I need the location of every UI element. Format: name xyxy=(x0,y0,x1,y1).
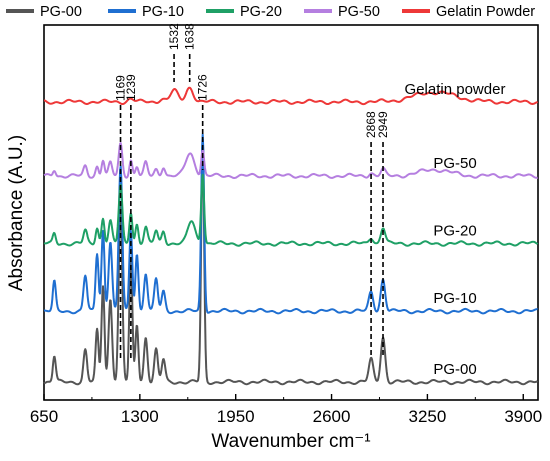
legend-label-pg-20: PG-20 xyxy=(240,4,282,20)
legend-label-gelatin-powder: Gelatin Powder xyxy=(436,4,535,20)
series-line-pg-10 xyxy=(43,133,539,315)
series-labels: PG-00 PG-10 PG-20 PG-50 Gelatin powder xyxy=(405,81,506,378)
annotation-label-1169: 1169 xyxy=(114,75,128,101)
x-tick-label-650: 650 xyxy=(30,407,58,426)
x-axis-label: Wavenumber cm⁻¹ xyxy=(211,431,370,452)
annotation-label-1532: 1532 xyxy=(167,23,181,50)
annotation-label-2868: 2868 xyxy=(364,111,378,138)
legend-label-pg-50: PG-50 xyxy=(338,4,380,20)
series-line-pg-00 xyxy=(43,138,539,386)
legend: PG-00 PG-10 PG-20 PG-50 Gelatin Powder xyxy=(6,4,535,20)
series-line-pg-20 xyxy=(43,173,539,247)
legend-label-pg-00: PG-00 xyxy=(40,4,82,20)
x-tick-label-3900: 3900 xyxy=(504,407,542,426)
plot-frame xyxy=(43,24,539,401)
legend-label-pg-10: PG-10 xyxy=(142,4,184,20)
series-label-pg-10: PG-10 xyxy=(433,290,476,307)
series-label-pg-20: PG-20 xyxy=(433,223,476,240)
series-label-pg-00: PG-00 xyxy=(433,361,476,378)
series-layer xyxy=(43,86,539,386)
series-label-pg-50: PG-50 xyxy=(433,155,476,172)
annotation-label-1638: 1638 xyxy=(183,23,197,50)
x-tick-label-3250: 3250 xyxy=(408,407,446,426)
x-axis: 650 1300 1950 2600 3250 3900 xyxy=(30,394,542,426)
annotation-label-1239: 1239 xyxy=(124,74,138,101)
annotation-label-2949: 2949 xyxy=(376,111,390,138)
series-label-gelatin-powder: Gelatin powder xyxy=(405,81,506,98)
series-line-pg-50 xyxy=(43,142,539,179)
annotation-label-1726: 1726 xyxy=(196,74,210,101)
x-tick-label-1950: 1950 xyxy=(217,407,255,426)
y-axis-label: Absorbance (A.U.) xyxy=(6,135,27,291)
x-tick-label-1300: 1300 xyxy=(121,407,159,426)
x-tick-label-2600: 2600 xyxy=(313,407,351,426)
series-line-gelatin-powder xyxy=(43,86,539,106)
